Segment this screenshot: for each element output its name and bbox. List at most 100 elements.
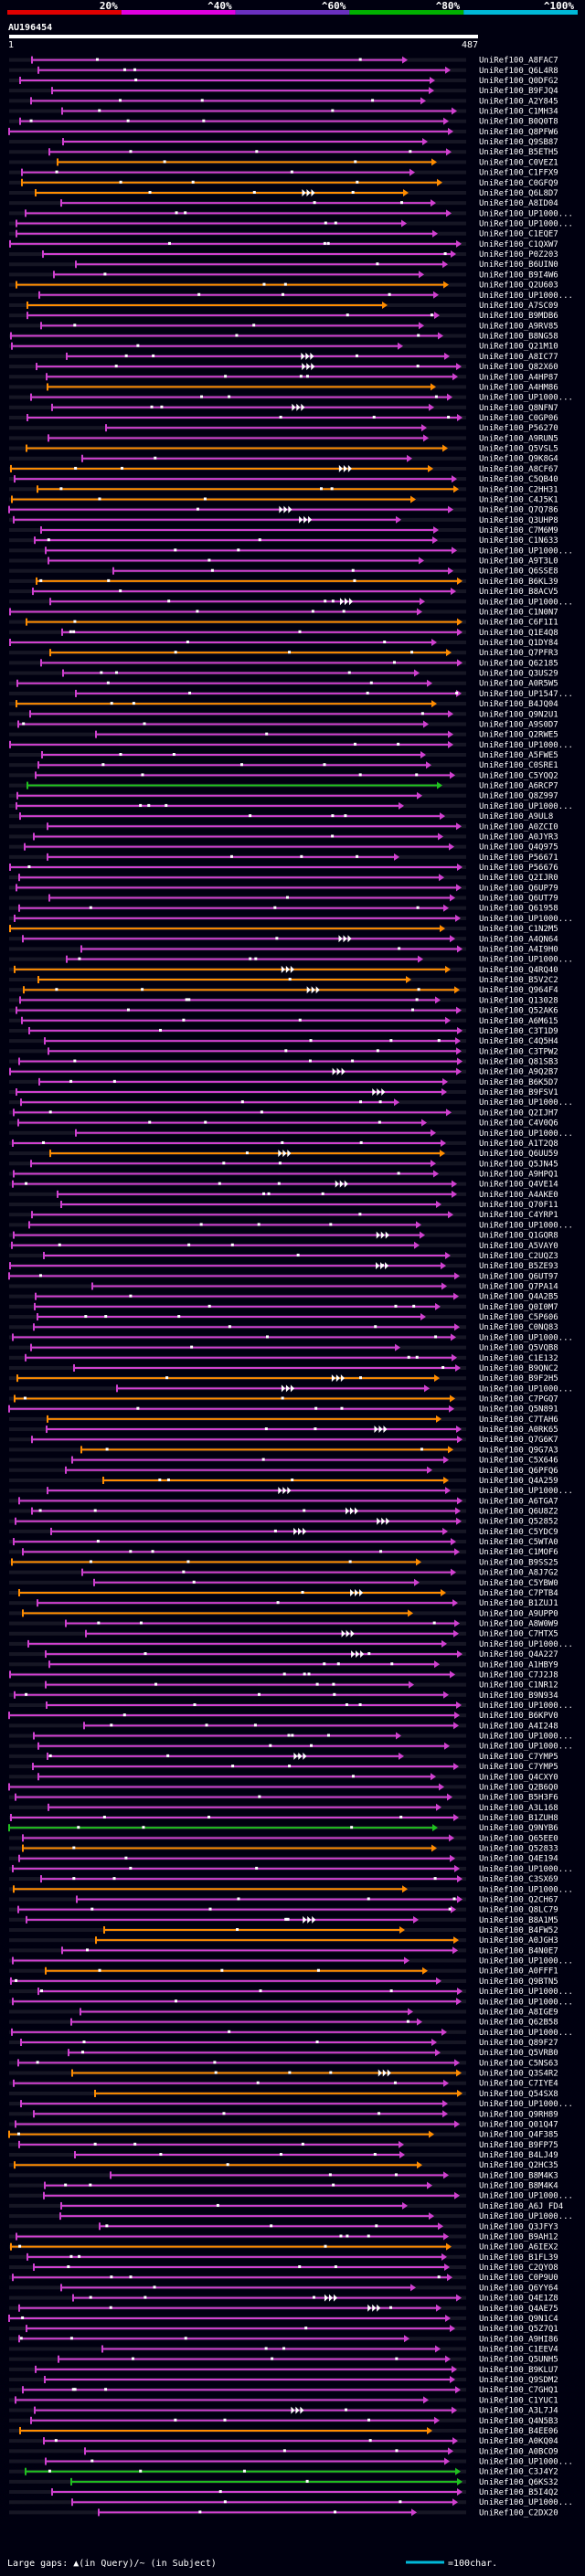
hit-row <box>9 2263 466 2272</box>
gap-marker <box>390 1662 394 1666</box>
gap-marker <box>399 2500 402 2504</box>
gap-marker <box>329 2071 333 2074</box>
hit-row <box>9 1436 466 1444</box>
gap-marker <box>239 763 243 767</box>
gap-marker <box>165 803 168 807</box>
alignment-arrow <box>437 781 442 790</box>
gap-marker <box>147 803 151 807</box>
hit-row <box>9 679 466 687</box>
gap-marker <box>355 354 358 357</box>
hit-label: UniRef100_UP1000... <box>479 1957 573 1966</box>
gap-marker <box>351 568 355 572</box>
hit-row <box>9 117 466 125</box>
alignment-arrow <box>420 97 426 105</box>
hit-row <box>9 1415 466 1423</box>
alignment-arrow <box>429 2130 434 2138</box>
gap-marker <box>350 1826 354 1829</box>
alignment-arrow <box>431 1844 437 1852</box>
subject-gap-marker <box>299 515 303 524</box>
alignment-arrow <box>409 1680 414 1689</box>
hit-label: UniRef100_A0JGH3 <box>479 1936 558 1945</box>
gap-marker <box>40 1989 44 1993</box>
hit-row <box>9 107 466 115</box>
gap-marker <box>420 712 424 716</box>
alignment-arrow <box>457 945 463 953</box>
hit-row <box>9 239 466 248</box>
subject-gap-marker <box>306 188 311 196</box>
hit-label: UniRef100_B9SS25 <box>479 1558 558 1567</box>
subject-gap-marker <box>290 1384 294 1393</box>
gap-marker <box>389 1039 393 1043</box>
gap-marker <box>358 58 362 61</box>
hit-label: UniRef100_Q52833 <box>479 1845 558 1854</box>
hit-label: UniRef100_A4HM86 <box>479 383 558 392</box>
alignment-arrow <box>450 2376 455 2384</box>
hit-label: UniRef100_A8FAC7 <box>479 57 558 66</box>
gap-marker <box>185 998 188 1002</box>
gap-marker <box>324 2244 327 2248</box>
alignment-arrow <box>421 1118 427 1127</box>
hit-row <box>9 2242 466 2251</box>
alignment-arrow <box>457 1875 463 1883</box>
alignment-arrow <box>418 955 423 963</box>
hit-row <box>9 2325 466 2333</box>
hit-label: UniRef100_Q62B58 <box>479 2019 558 2028</box>
gap-marker <box>118 99 122 102</box>
gap-marker <box>330 487 334 491</box>
subject-gap-marker <box>278 1150 282 1158</box>
hit-row <box>9 168 466 176</box>
subject-gap-marker <box>282 1487 287 1495</box>
hit-label: UniRef100_A9UL8 <box>479 812 553 822</box>
subject-gap-marker <box>311 986 315 994</box>
alignment-arrow <box>453 1629 459 1638</box>
hit-row <box>9 281 466 289</box>
hit-label: UniRef100_B5I4Q2 <box>479 2488 558 2497</box>
alignment-arrow <box>431 2039 437 2047</box>
hit-row <box>9 689 466 697</box>
hit-label: UniRef100_Q9NYB6 <box>479 1824 558 1833</box>
hit-label: UniRef100_Q1E4Q8 <box>479 629 558 638</box>
alignment-arrow <box>431 199 436 207</box>
gap-marker <box>249 957 252 960</box>
gap-marker <box>262 282 266 286</box>
alignment-arrow <box>438 2222 443 2231</box>
gap-marker <box>144 1652 147 1656</box>
hit-row <box>8 1712 466 1720</box>
alignment-arrow <box>454 1323 460 1331</box>
hit-label: UniRef100_A1T2Q8 <box>479 1140 558 1149</box>
hit-row <box>9 1926 466 1935</box>
hit-row <box>9 2406 466 2414</box>
gap-marker <box>184 211 187 215</box>
alignment-arrow <box>455 1363 461 1372</box>
hit-label: UniRef100_C5QB40 <box>479 475 558 484</box>
hit-row <box>9 740 466 748</box>
hit-row <box>8 127 466 135</box>
gap-marker <box>395 2449 399 2453</box>
hit-row <box>9 1864 466 1872</box>
subject-gap-marker <box>354 1507 358 1515</box>
gap-marker <box>109 2306 112 2309</box>
hit-row <box>9 1160 466 1168</box>
hit-label: UniRef100_A9UPP0 <box>479 1609 558 1618</box>
chart-footer: Large gaps: ▲(in Query)/~ (in Subject) =1… <box>7 2559 497 2569</box>
hit-label: UniRef100_C7M6M9 <box>479 526 558 535</box>
hit-row <box>9 2140 466 2148</box>
alignment-arrow <box>441 1139 446 1147</box>
hit-label: UniRef100_UP1000... <box>479 1098 573 1108</box>
gap-marker <box>77 1826 80 1829</box>
hit-label: UniRef100_B1FL39 <box>479 2253 558 2263</box>
hit-label: UniRef100_C2UQZ3 <box>479 1252 558 1261</box>
alignment-arrow <box>423 720 429 728</box>
alignment-arrow <box>454 2191 460 2200</box>
alignment-arrow <box>456 2069 462 2077</box>
subject-gap-marker <box>377 1088 381 1097</box>
hit-row <box>9 424 466 432</box>
alignment-arrow <box>457 413 463 421</box>
hit-row <box>9 1139 466 1147</box>
alignment-arrow <box>456 1701 462 1709</box>
hit-row <box>9 495 466 504</box>
hit-label: UniRef100_A9HPQ1 <box>479 1170 558 1179</box>
gap-marker <box>299 375 303 378</box>
alignment-arrow <box>431 1160 436 1168</box>
gap-marker <box>351 1775 355 1778</box>
